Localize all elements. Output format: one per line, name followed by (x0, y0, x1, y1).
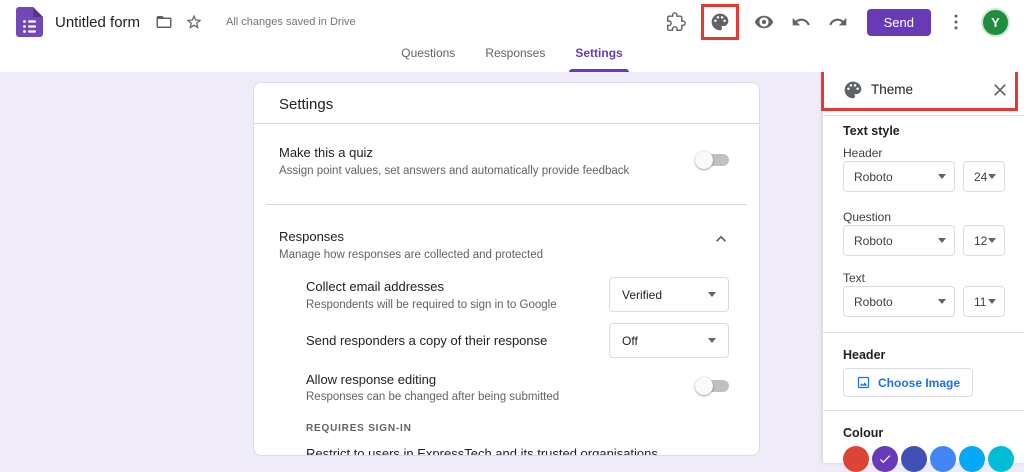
toggle-thumb (695, 151, 713, 169)
quiz-title: Make this a quiz (279, 145, 373, 160)
color-swatch[interactable] (872, 446, 898, 472)
dropdown-caret-icon (708, 292, 716, 297)
question-font-dropdown[interactable]: Roboto (843, 225, 955, 256)
color-swatch[interactable] (843, 446, 869, 472)
size-value: 24 (974, 169, 988, 184)
add-ons-icon[interactable] (664, 10, 688, 34)
size-value: 12 (974, 233, 988, 248)
text-style-label: Text style (843, 124, 900, 138)
colour-label: Colour (843, 426, 884, 440)
tabs-bar: Questions Responses Settings (0, 44, 1024, 72)
font-value: Roboto (854, 294, 893, 309)
undo-icon[interactable] (789, 10, 813, 34)
font-value: Roboto (854, 169, 893, 184)
text-font-dropdown[interactable]: Roboto (843, 286, 955, 317)
settings-card: Settings Make this a quiz Assign point v… (253, 82, 760, 456)
toggle-thumb (695, 377, 713, 395)
collect-email-dropdown[interactable]: Verified (609, 277, 729, 312)
dropdown-caret-icon (988, 174, 996, 179)
question-size-dropdown[interactable]: 12 (963, 225, 1005, 256)
header-section-label: Header (843, 348, 886, 362)
theme-panel: Theme Text style Header Roboto 24 Questi… (821, 60, 1024, 472)
tab-questions[interactable]: Questions (401, 46, 456, 60)
close-icon[interactable] (990, 80, 1010, 100)
restrict-users-title: Restrict to users in ExpressTech and its… (306, 446, 658, 456)
header-size-dropdown[interactable]: 24 (963, 161, 1005, 192)
divider (823, 332, 1024, 333)
tab-settings[interactable]: Settings (569, 44, 630, 72)
google-forms-logo[interactable] (16, 7, 43, 37)
color-swatch[interactable] (930, 446, 956, 472)
requires-signin-label: REQUIRES SIGN-IN (306, 423, 412, 434)
preview-icon[interactable] (752, 10, 776, 34)
star-icon[interactable] (184, 12, 204, 32)
palette-icon (843, 80, 863, 100)
account-avatar[interactable]: Y (981, 7, 1010, 37)
card-title: Settings (279, 96, 334, 113)
redo-icon[interactable] (826, 10, 850, 34)
send-copy-dropdown[interactable]: Off (609, 323, 729, 358)
theme-panel-title: Theme (871, 82, 914, 97)
responses-section-desc: Manage how responses are collected and p… (279, 249, 544, 261)
choose-image-button[interactable]: Choose Image (843, 368, 974, 397)
move-folder-icon[interactable] (154, 12, 174, 32)
header-font-label: Header (843, 146, 883, 160)
text-font-label: Text (843, 271, 866, 285)
quiz-desc: Assign point values, set answers and aut… (279, 165, 630, 177)
dropdown-value: Verified (622, 287, 663, 302)
dropdown-caret-icon (938, 299, 946, 304)
color-swatch[interactable] (901, 446, 927, 472)
collect-email-desc: Respondents will be required to sign in … (306, 299, 557, 311)
size-value: 11 (974, 294, 987, 309)
divider (823, 115, 1024, 116)
text-size-dropdown[interactable]: 11 (963, 286, 1005, 317)
divider (266, 204, 747, 205)
tab-responses[interactable]: Responses (485, 46, 546, 60)
response-editing-desc: Responses can be changed after being sub… (306, 391, 560, 403)
customise-theme-icon[interactable] (708, 10, 732, 34)
saved-status: All changes saved in Drive (226, 16, 356, 28)
divider (823, 410, 1024, 411)
response-editing-title: Allow response editing (306, 372, 437, 387)
dropdown-value: Off (622, 333, 638, 348)
theme-highlight-box (700, 4, 739, 40)
colour-swatches (843, 446, 1014, 472)
dropdown-caret-icon (708, 338, 716, 343)
collect-email-title: Collect email addresses (306, 279, 445, 294)
toolbar-actions: Send Y (664, 4, 1010, 40)
quiz-toggle[interactable] (695, 151, 731, 169)
dropdown-caret-icon (988, 238, 996, 243)
font-value: Roboto (854, 233, 893, 248)
send-button[interactable]: Send (866, 8, 931, 36)
image-icon (857, 376, 870, 389)
header-font-dropdown[interactable]: Roboto (843, 161, 955, 192)
check-icon (879, 455, 891, 464)
divider (254, 123, 759, 124)
form-title[interactable]: Untitled form (55, 13, 141, 31)
send-copy-title: Send responders a copy of their response (306, 333, 548, 348)
color-swatch[interactable] (959, 446, 985, 472)
question-font-label: Question (843, 210, 892, 224)
chevron-up-icon[interactable] (711, 229, 731, 249)
dropdown-caret-icon (988, 299, 996, 304)
response-editing-toggle[interactable] (695, 377, 731, 395)
choose-image-label: Choose Image (878, 375, 961, 390)
color-swatch[interactable] (988, 446, 1014, 472)
dropdown-caret-icon (938, 238, 946, 243)
responses-section-title: Responses (279, 229, 345, 244)
dropdown-caret-icon (938, 174, 946, 179)
top-bar: Untitled form All changes saved in Drive… (0, 0, 1024, 44)
more-options-icon[interactable] (944, 10, 968, 34)
